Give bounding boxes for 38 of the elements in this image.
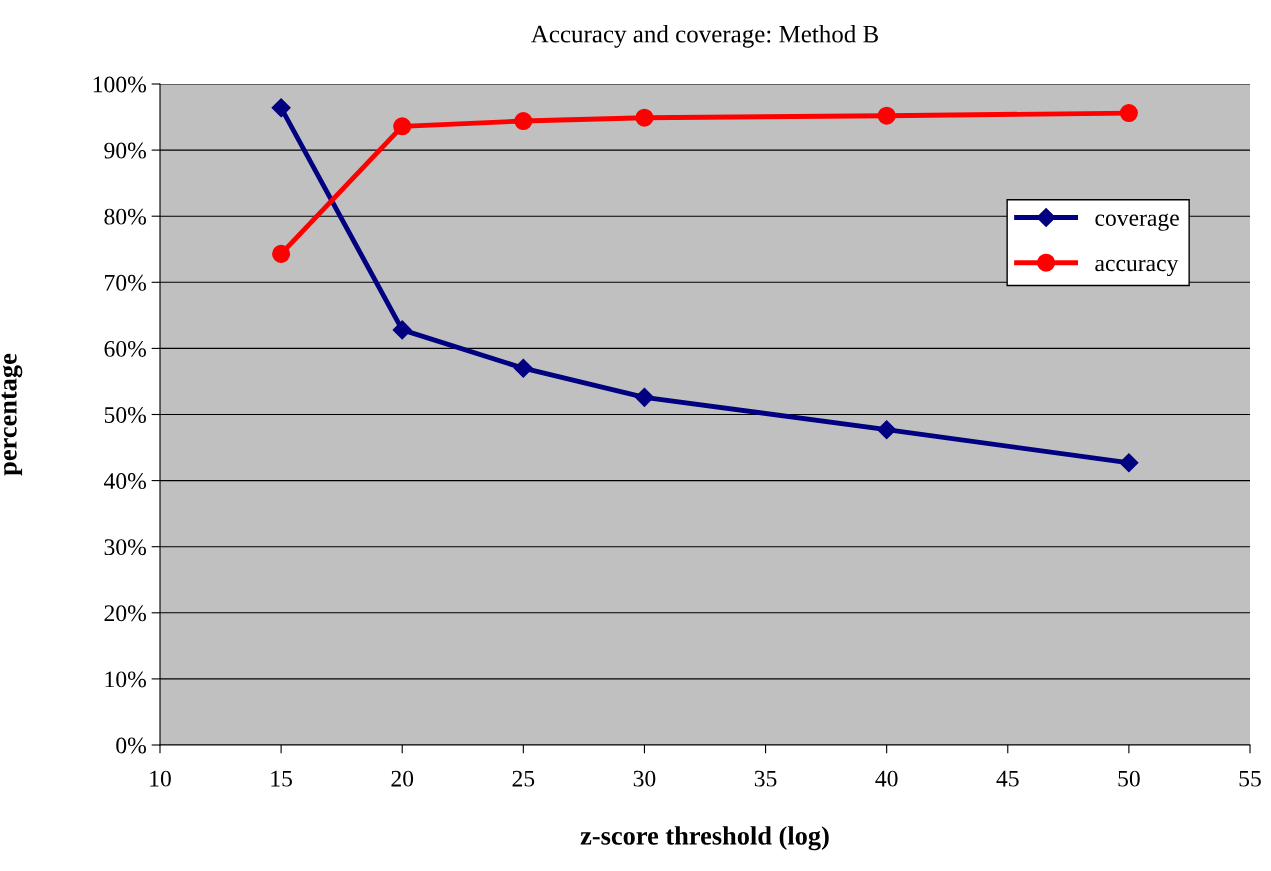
y-tick-label: 70% [105,274,146,291]
x-tick-label: 25 [512,770,535,787]
x-tick-label: 15 [271,770,292,787]
point [1119,453,1139,473]
y-tick-label: 10% [105,671,146,688]
y-tick-label: 80% [104,208,146,225]
y-tick-label: 60% [104,340,146,357]
x-axis-title: z-score threshold (log) [580,826,829,851]
y-axis-title: percentage [1,353,23,476]
x-tick-label: 40 [875,770,898,787]
y-tick-label: 40% [103,473,146,490]
y-tick-label: 0% [116,737,146,754]
point [1119,104,1138,123]
point [877,106,896,125]
y-tick-label: 100% [93,76,146,93]
y-tick-label: 30% [104,539,146,556]
point [513,358,533,378]
point [634,387,654,407]
x-tick-label: 30 [633,770,656,787]
point [271,98,291,118]
legend-label: coverage [1095,213,1179,231]
y-tick-label: 50% [104,406,146,423]
legend-label: accuracy [1095,259,1179,277]
point [392,320,412,340]
x-tick-label: 45 [996,770,1019,787]
point [272,244,291,263]
x-tick-label: 50 [1118,770,1140,787]
x-tick-label: 10 [150,770,171,787]
x-tick-label: 20 [391,770,414,787]
point [514,111,533,131]
y-tick-label: 20% [104,605,146,622]
chart-title: Accuracy and coverage: Method B [531,24,878,48]
y-tick-label: 90% [104,142,146,159]
x-tick-label: 35 [754,770,777,787]
point [635,108,654,127]
point [877,420,897,440]
point [393,117,412,136]
x-tick-label: 55 [1239,770,1261,787]
